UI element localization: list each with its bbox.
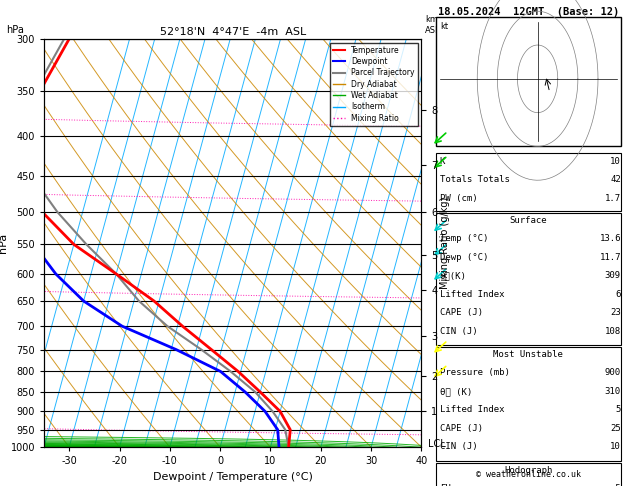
Title: 52°18'N  4°47'E  -4m  ASL: 52°18'N 4°47'E -4m ASL [160, 27, 306, 37]
Text: θᴄ (K): θᴄ (K) [440, 387, 472, 396]
Text: θᴄ(K): θᴄ(K) [440, 271, 467, 280]
Text: kt: kt [440, 22, 448, 31]
Text: © weatheronline.co.uk: © weatheronline.co.uk [476, 469, 581, 479]
Text: 13.6: 13.6 [599, 234, 621, 243]
Text: 310: 310 [605, 387, 621, 396]
Text: Lifted Index: Lifted Index [440, 290, 504, 299]
Text: 6: 6 [616, 290, 621, 299]
Text: PW (cm): PW (cm) [440, 194, 477, 203]
Y-axis label: hPa: hPa [0, 233, 8, 253]
Text: Most Unstable: Most Unstable [493, 350, 564, 359]
Text: LCL: LCL [428, 439, 446, 449]
Text: -5: -5 [610, 484, 621, 486]
Legend: Temperature, Dewpoint, Parcel Trajectory, Dry Adiabat, Wet Adiabat, Isotherm, Mi: Temperature, Dewpoint, Parcel Trajectory… [330, 43, 418, 125]
X-axis label: Dewpoint / Temperature (°C): Dewpoint / Temperature (°C) [153, 472, 313, 482]
Text: Temp (°C): Temp (°C) [440, 234, 488, 243]
Bar [436, 153, 621, 211]
Text: Surface: Surface [509, 216, 547, 225]
Text: 23: 23 [610, 308, 621, 317]
Text: 10: 10 [610, 157, 621, 166]
Bar [436, 213, 621, 345]
Text: 11.7: 11.7 [599, 253, 621, 262]
Text: Dewp (°C): Dewp (°C) [440, 253, 488, 262]
Text: 309: 309 [605, 271, 621, 280]
Text: CAPE (J): CAPE (J) [440, 308, 483, 317]
Text: EH: EH [440, 484, 450, 486]
Text: Lifted Index: Lifted Index [440, 405, 504, 415]
Text: 5: 5 [616, 405, 621, 415]
Text: CAPE (J): CAPE (J) [440, 424, 483, 433]
Text: 900: 900 [605, 368, 621, 378]
Text: hPa: hPa [6, 25, 24, 35]
Text: 1.7: 1.7 [605, 194, 621, 203]
Text: Hodograph: Hodograph [504, 466, 552, 475]
Bar [436, 463, 621, 486]
Text: 42: 42 [610, 175, 621, 185]
Y-axis label: Mixing Ratio (g/kg): Mixing Ratio (g/kg) [440, 197, 450, 289]
Text: 25: 25 [610, 424, 621, 433]
Text: 10: 10 [610, 442, 621, 451]
Bar [436, 17, 621, 146]
Text: CIN (J): CIN (J) [440, 442, 477, 451]
Text: 18.05.2024  12GMT  (Base: 12): 18.05.2024 12GMT (Base: 12) [438, 7, 619, 17]
Bar [436, 347, 621, 461]
Text: Totals Totals: Totals Totals [440, 175, 509, 185]
Text: CIN (J): CIN (J) [440, 327, 477, 336]
Text: Pressure (mb): Pressure (mb) [440, 368, 509, 378]
Text: 108: 108 [605, 327, 621, 336]
Text: km
ASL: km ASL [425, 16, 441, 35]
Text: K: K [440, 157, 445, 166]
